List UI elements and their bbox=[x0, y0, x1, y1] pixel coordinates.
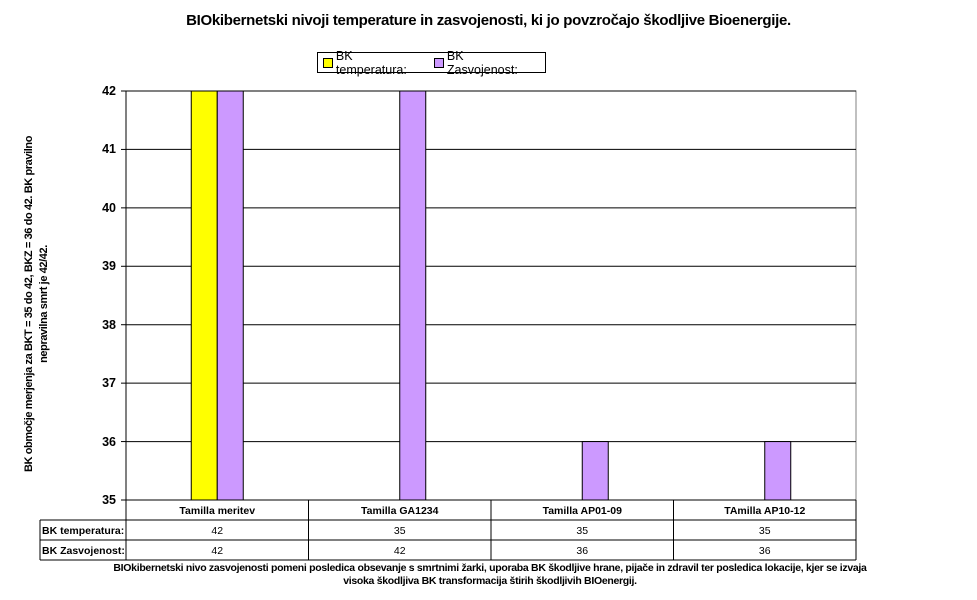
table-value: 42 bbox=[211, 525, 223, 537]
y-tick-label: 37 bbox=[102, 376, 116, 391]
y-tick-label: 41 bbox=[102, 142, 116, 157]
x-category-label: TAmilla AP10-12 bbox=[724, 505, 805, 517]
legend: BK temperatura: BK Zasvojenost: bbox=[317, 49, 546, 77]
table-value: 36 bbox=[576, 545, 588, 557]
legend-label-zasvojenost: BK Zasvojenost: bbox=[446, 48, 518, 77]
y-tick-label: 35 bbox=[102, 493, 116, 507]
x-category-label: Tamilla GA1234 bbox=[361, 505, 439, 517]
table-row-label-temperatura: BK temperatura: bbox=[42, 525, 124, 537]
legend-label-temperatura: BK temperatura: bbox=[335, 48, 407, 77]
table-value: 35 bbox=[576, 525, 588, 537]
legend-item-temperatura: BK temperatura: bbox=[323, 49, 426, 77]
bar-zasvojenost-2 bbox=[581, 441, 609, 501]
y-tick-label: 39 bbox=[102, 259, 116, 274]
x-category-label: Tamilla meritev bbox=[179, 505, 255, 517]
table-row-label-zasvojenost: BK Zasvojenost: bbox=[42, 545, 125, 557]
x-category-label: Tamilla AP01-09 bbox=[543, 505, 623, 517]
table-value: 42 bbox=[394, 545, 406, 557]
y-tick-label: 42 bbox=[102, 84, 116, 98]
chart-title: BIOkibernetski nivoji temperature in zas… bbox=[186, 12, 791, 29]
bar-zasvojenost-3 bbox=[764, 441, 792, 501]
table-value: 36 bbox=[759, 545, 771, 557]
bar-temperatura-0 bbox=[190, 90, 218, 501]
y-tick-label: 40 bbox=[102, 200, 116, 215]
plot-area bbox=[125, 90, 857, 501]
table-value: 35 bbox=[759, 525, 771, 537]
legend-swatch-temperatura bbox=[323, 57, 333, 68]
x-axis-label: BIOkibernetski nivo zasvojenosti pomeni … bbox=[113, 562, 867, 587]
legend-item-zasvojenost: BK Zasvojenost: bbox=[434, 49, 537, 77]
table-value: 35 bbox=[394, 525, 406, 537]
bar-zasvojenost-0 bbox=[216, 90, 244, 501]
table-value: 42 bbox=[211, 545, 223, 557]
bar-zasvojenost-1 bbox=[399, 90, 427, 501]
y-tick-label: 36 bbox=[102, 434, 116, 449]
legend-swatch-zasvojenost bbox=[434, 57, 444, 68]
y-tick-label: 38 bbox=[102, 317, 116, 332]
